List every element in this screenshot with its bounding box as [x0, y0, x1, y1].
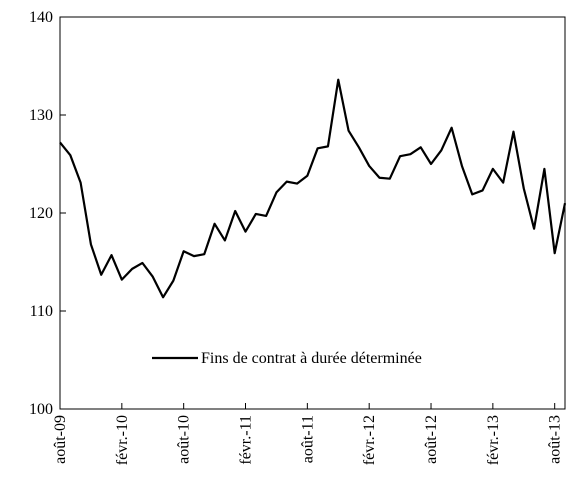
x-tick-label: août-10 — [176, 415, 193, 464]
legend-box — [146, 341, 482, 375]
x-tick-label: août-12 — [423, 415, 440, 464]
series-line — [59, 78, 567, 299]
x-tick-label: févr.-10 — [114, 415, 131, 465]
x-tick-label: août-13 — [547, 415, 564, 464]
x-tick-label: août-09 — [52, 415, 69, 464]
y-axis: 100 110 120 130 140 — [29, 9, 66, 418]
x-tick-label: févr.-11 — [238, 415, 255, 465]
legend-label: Fins de contrat à durée déterminée — [201, 350, 422, 367]
x-axis: août-09 févr.-10 août-10 févr.-11 août-11 fév… — [52, 403, 564, 465]
legend: Fins de contrat à durée déterminée — [146, 341, 482, 375]
x-tick-label: févr.-13 — [485, 415, 502, 465]
y-tick-label: 140 — [29, 9, 53, 26]
y-tick-label: 100 — [29, 401, 53, 418]
x-tick-label: févr.-12 — [361, 415, 378, 465]
x-tick-label: août-11 — [299, 415, 316, 463]
y-tick-label: 120 — [29, 205, 53, 222]
y-tick-label: 110 — [30, 303, 53, 320]
y-tick-label: 130 — [29, 107, 53, 124]
